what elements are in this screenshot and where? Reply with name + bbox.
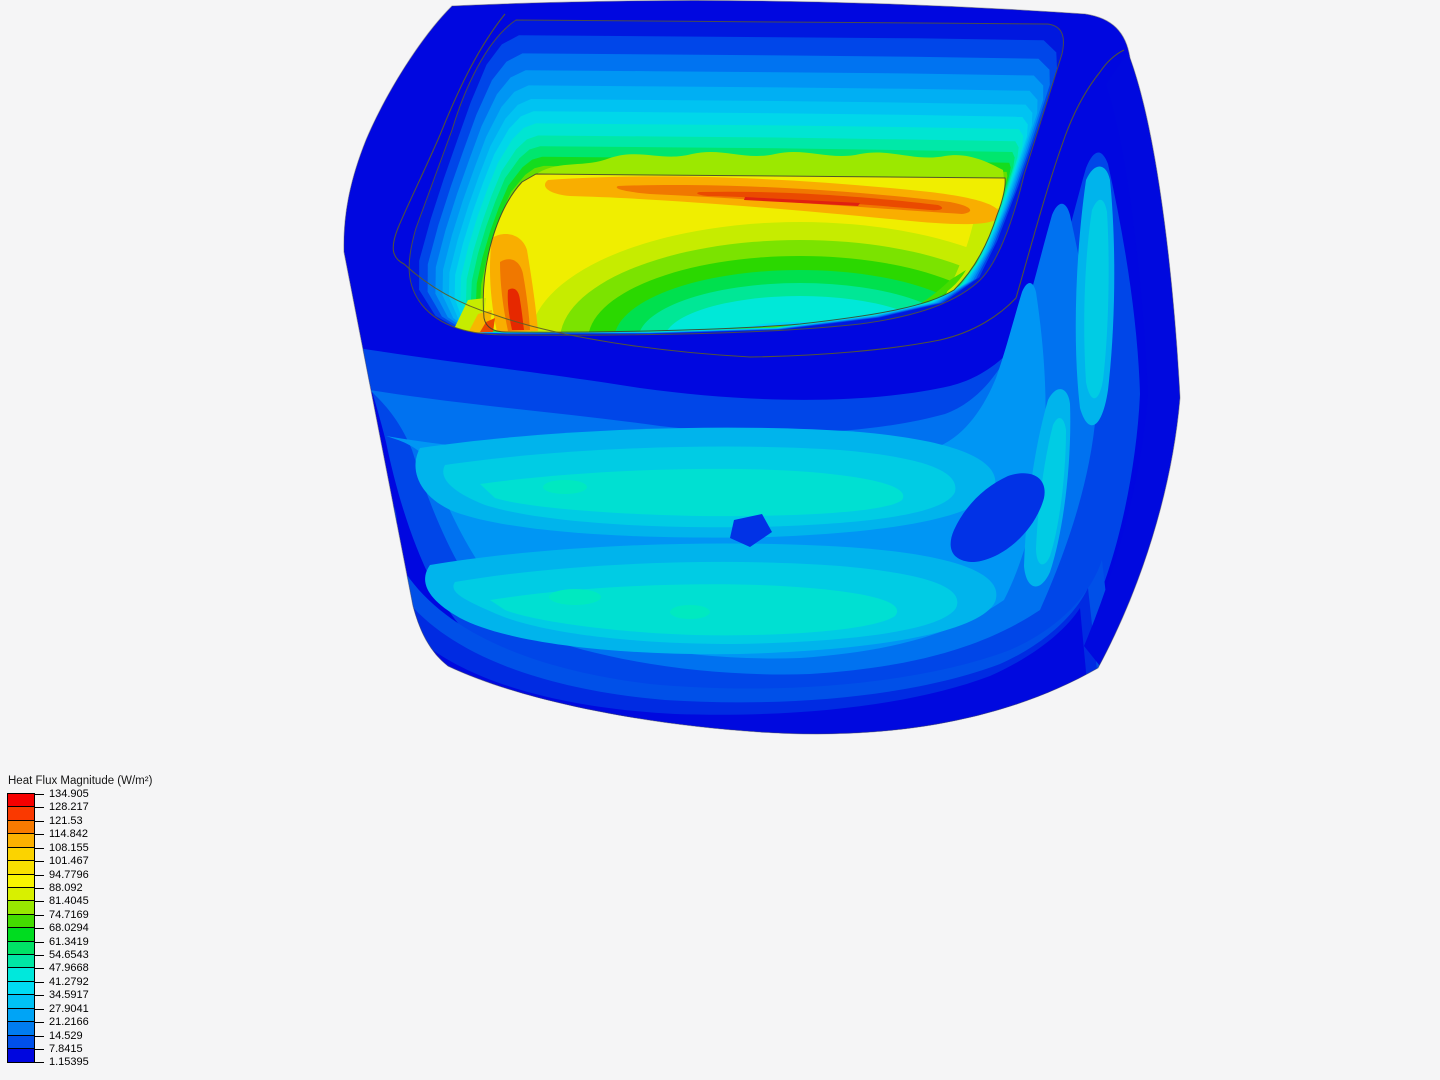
legend-tick-line — [34, 807, 44, 809]
legend-tick-label: 68.0294 — [49, 922, 89, 935]
legend-tick-line — [34, 928, 44, 930]
legend-tick-line — [34, 834, 44, 836]
legend-tick-line — [34, 1008, 44, 1010]
legend-band — [7, 927, 35, 943]
legend-band — [7, 980, 35, 997]
legend-tick-label: 21.2166 — [49, 1016, 89, 1029]
legend-tick-label: 41.2792 — [49, 975, 89, 988]
legend-band — [7, 886, 35, 903]
legend-tick-label: 94.7796 — [49, 868, 89, 881]
legend: Heat Flux Magnitude (W/m²) 134.905 128.21… — [7, 775, 178, 1068]
rim-outer-fold-line — [392, 13, 1125, 358]
edge-lines — [392, 13, 1125, 358]
legend-tick-line — [34, 887, 44, 889]
legend-tick-label: 81.4045 — [49, 895, 89, 908]
legend-tick-label: 14.529 — [49, 1029, 83, 1042]
exterior-walls — [356, 52, 1180, 734]
box-silhouette-outline — [343, 0, 1181, 735]
legend-tick-label: 47.9668 — [49, 962, 89, 975]
legend-band — [7, 994, 35, 1010]
box-model — [343, 0, 1180, 734]
legend-band — [7, 1021, 35, 1037]
floor-outline — [482, 173, 1006, 333]
legend-tick-line — [34, 861, 44, 863]
legend-tick-line — [34, 941, 44, 943]
legend-tick-label: 54.6543 — [49, 949, 89, 962]
legend-tick-label: 114.842 — [49, 828, 88, 841]
legend-tick-line — [34, 1035, 44, 1037]
legend-band — [7, 1034, 35, 1050]
legend-band — [7, 900, 35, 916]
legend-tick-label: 121.53 — [49, 814, 83, 827]
legend-tick-label: 134.905 — [49, 788, 89, 800]
legend-tick-line — [34, 955, 44, 957]
legend-tick-line — [34, 968, 44, 970]
legend-title: Heat Flux Magnitude (W/m²) — [8, 775, 153, 787]
legend-tick-line — [34, 874, 44, 876]
legend-tick-line — [34, 820, 44, 822]
rim-inner-edge-line — [408, 19, 1064, 336]
legend-band — [7, 940, 35, 957]
legend-tick-line — [34, 901, 44, 903]
legend-tick-label: 74.7169 — [49, 908, 89, 921]
legend-band — [7, 792, 35, 809]
legend-colorbar: 134.905 128.217 121.53 114.842 108.155 101.46… — [7, 788, 89, 1068]
legend-tick-label: 108.155 — [49, 841, 89, 854]
legend-band — [7, 873, 35, 889]
legend-tick-label: 7.8415 — [49, 1042, 83, 1055]
legend-band — [7, 833, 35, 849]
legend-tick-label: 1.15395 — [49, 1056, 89, 1069]
legend-tick-label: 34.5917 — [49, 989, 89, 1002]
legend-band — [7, 846, 35, 863]
legend-band — [7, 967, 35, 983]
legend-tick-line — [34, 1048, 44, 1050]
legend-band — [7, 1007, 35, 1024]
legend-tick-label: 61.3419 — [49, 935, 89, 948]
legend-tick-line — [34, 794, 44, 795]
legend-tick-line — [34, 1022, 44, 1024]
legend-tick-label: 27.9041 — [49, 1002, 89, 1015]
legend-tick-line — [34, 995, 44, 997]
legend-tick-line — [34, 981, 44, 983]
front-face-dark-notch — [730, 514, 772, 547]
legend-tick-line — [34, 914, 44, 916]
legend-band — [7, 860, 35, 876]
legend-band — [7, 1047, 35, 1064]
legend-tick-label: 128.217 — [49, 801, 89, 814]
legend-tick-line — [34, 1062, 44, 1064]
legend-tick-label: 101.467 — [49, 855, 89, 868]
legend-tick-line — [34, 847, 44, 849]
legend-band — [7, 913, 35, 930]
legend-band — [7, 806, 35, 822]
cavity-interior — [409, 20, 1064, 336]
legend-band — [7, 954, 35, 970]
legend-band — [7, 819, 35, 836]
legend-tick-label: 88.092 — [49, 881, 83, 894]
